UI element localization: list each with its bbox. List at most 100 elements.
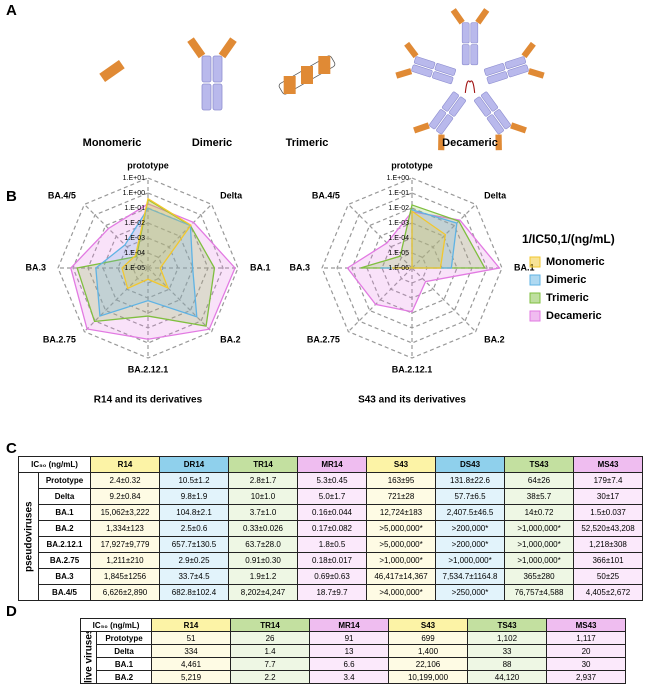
- data-row: Delta 9.2±0.84 9.8±1.9 10±1.0 5.0±1.7 721±28 5…: [19, 488, 644, 505]
- cell: 1,400: [388, 644, 469, 658]
- cell: 6.6: [309, 657, 390, 671]
- cell: 366±101: [573, 552, 644, 569]
- cell: 1,102: [467, 631, 548, 645]
- cell: 699: [388, 631, 469, 645]
- category-label: BA.2.12.1: [128, 364, 169, 374]
- data-row: live viruses Prototype 51 26 91 699 1,102 1,117: [80, 631, 627, 684]
- cell: 51: [151, 631, 232, 645]
- cell: 20: [546, 644, 627, 658]
- header-cell: TS43: [467, 618, 548, 632]
- spoke: [411, 267, 477, 333]
- legend-title: 1/IC50,1/(ng/mL): [522, 232, 615, 246]
- data-row: BA.2 1,334±123 2.5±0.6 0.33±0.026 0.17±0.082…: [19, 520, 644, 537]
- cell: 1.4: [230, 644, 311, 658]
- legend-swatch: [529, 256, 541, 268]
- category-label: BA.4/5: [48, 190, 76, 200]
- row-label: BA.2: [37, 520, 92, 537]
- cell: 9.2±0.84: [90, 488, 161, 505]
- structure-label: Dimeric: [192, 137, 232, 149]
- cell: 52,520±43,208: [573, 520, 644, 537]
- cell: >1,000,000*: [504, 552, 575, 569]
- cell: 179±7.4: [573, 472, 644, 489]
- cell: 721±28: [366, 488, 437, 505]
- cell: 5.3±0.45: [297, 472, 368, 489]
- data-row: BA.2.12.1 17,927±9,779 657.7±130.5 63.7±28.…: [19, 536, 644, 553]
- cell: 22,106: [388, 657, 469, 671]
- group-label: live viruses: [80, 631, 97, 684]
- table-c: IC₅₀ (ng/mL) R14 DR14 TR14 MR14 S43 DS43 TS43 MS…: [17, 456, 644, 601]
- spoke: [147, 203, 213, 269]
- header-cell: TR14: [230, 618, 311, 632]
- cell: >1,000,000*: [435, 552, 506, 569]
- row-label: BA.2.75: [37, 552, 92, 569]
- cell: 91: [309, 631, 390, 645]
- spoke: [83, 203, 149, 269]
- grid-ring: [102, 222, 194, 314]
- cell: >200,000*: [435, 520, 506, 537]
- cell: 1.5±0.037: [573, 504, 644, 521]
- data-row: BA.3 1,845±1256 33.7±4.5 1.9±1.2 0.69±0.63 46…: [19, 568, 644, 585]
- data-row: Delta 334 1.4 13 1,400 33 20: [81, 644, 627, 658]
- cell: 682.8±102.4: [159, 584, 230, 601]
- category-label: BA.4/5: [312, 190, 340, 200]
- header-cell: TR14: [228, 456, 299, 473]
- cell: 1,211±210: [90, 552, 161, 569]
- row-label: BA.1: [37, 504, 92, 521]
- cell: 0.16±0.044: [297, 504, 368, 521]
- cell: 0.18±0.017: [297, 552, 368, 569]
- cell: >1,000,000*: [504, 536, 575, 553]
- header-cell: R14: [90, 456, 161, 473]
- cell: 7.7: [230, 657, 311, 671]
- legend-label: Trimeric: [546, 292, 589, 304]
- row-label: Prototype: [95, 631, 153, 645]
- legend-label: Dimeric: [546, 274, 586, 286]
- cell: 131.8±22.6: [435, 472, 506, 489]
- cell: >250,000*: [435, 584, 506, 601]
- cell: 1.9±1.2: [228, 568, 299, 585]
- cell: >4,000,000*: [366, 584, 437, 601]
- cell: 3.4: [309, 670, 390, 684]
- cell: 76,757±4,588: [504, 584, 575, 601]
- header-cell: IC₅₀ (ng/mL): [17, 456, 92, 473]
- table-d: IC₅₀ (ng/mL) R14 TR14 MR14 S43 TS43 MS43 live v…: [79, 618, 627, 684]
- category-label: prototype: [127, 160, 169, 170]
- cell: 0.91±0.30: [228, 552, 299, 569]
- data-row: BA.1 4,461 7.7 6.6 22,106 88 30: [81, 657, 627, 671]
- legend-swatch: [529, 292, 541, 304]
- structure-label: Monomeric: [83, 137, 142, 149]
- cell: 4,405±2,672: [573, 584, 644, 601]
- r-tick-label: 1.E-05: [124, 265, 145, 272]
- structure-label: Decameric: [442, 137, 498, 149]
- panel-label: B: [6, 188, 17, 205]
- cell: 104.8±2.1: [159, 504, 230, 521]
- cell: 4,461: [151, 657, 232, 671]
- cell: 13: [309, 644, 390, 658]
- cell: 44,120: [467, 670, 548, 684]
- r-tick-label: 1.E-02: [124, 220, 145, 227]
- legend-swatch: [529, 310, 541, 322]
- cell: 38±5.7: [504, 488, 575, 505]
- cell: 50±25: [573, 568, 644, 585]
- cell: 15,062±3,222: [90, 504, 161, 521]
- row-label: BA.3: [37, 568, 92, 585]
- cell: >5,000,000*: [366, 520, 437, 537]
- cell: 64±26: [504, 472, 575, 489]
- cell: 5.0±1.7: [297, 488, 368, 505]
- row-label: BA.2.12.1: [37, 536, 92, 553]
- category-label: BA.1: [514, 262, 535, 272]
- header-cell: DR14: [159, 456, 230, 473]
- cell: 2.8±1.7: [228, 472, 299, 489]
- row-label: BA.4/5: [37, 584, 92, 601]
- r-tick-label: 1.E-03: [388, 220, 409, 227]
- grid-ring: [321, 177, 503, 359]
- row-label: BA.1: [95, 657, 153, 671]
- cell: 17,927±9,779: [90, 536, 161, 553]
- data-row: BA.2 5,219 2.2 3.4 10,199,000 44,120 2,937: [81, 670, 627, 684]
- header-cell: DS43: [435, 456, 506, 473]
- cell: 57.7±6.5: [435, 488, 506, 505]
- r-tick-label: 1.E-02: [388, 205, 409, 212]
- cell: 88: [467, 657, 548, 671]
- r-tick-label: 1.E-01: [124, 205, 145, 212]
- header-row: IC₅₀ (ng/mL) R14 TR14 MR14 S43 TS43 MS43: [79, 618, 627, 632]
